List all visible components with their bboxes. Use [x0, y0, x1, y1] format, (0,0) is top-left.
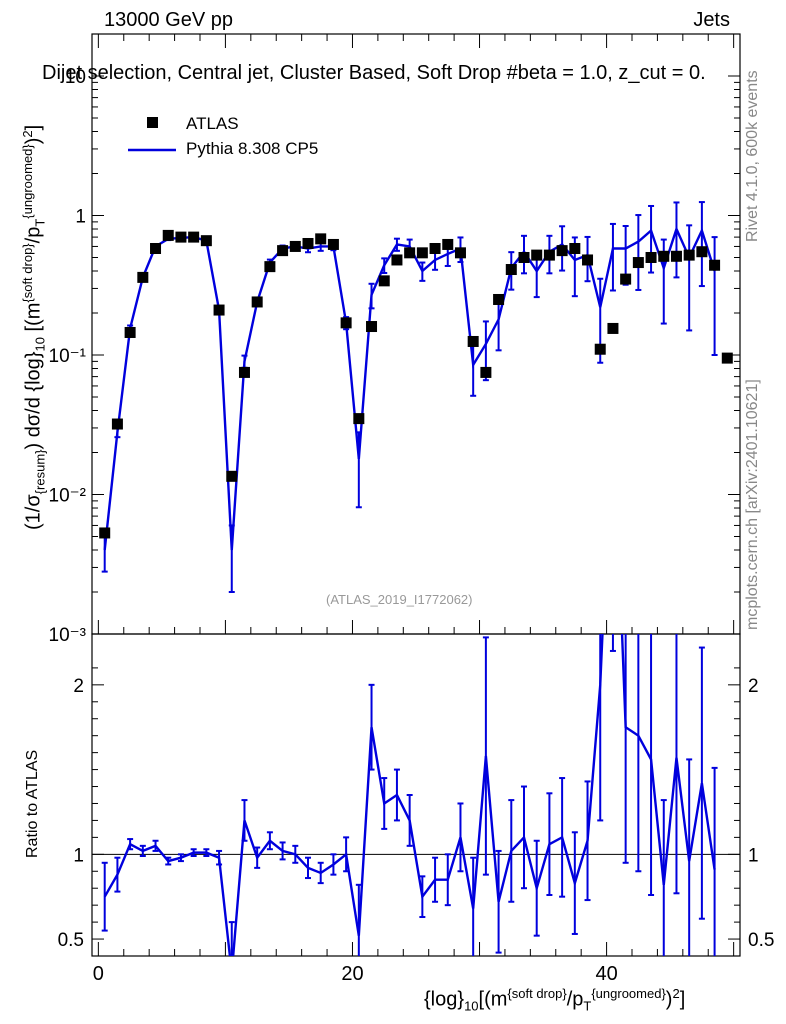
- data-point: [416, 247, 428, 259]
- x-tick-label: 0: [93, 963, 104, 985]
- selection-title: Dijet selection, Central jet, Cluster Ba…: [42, 62, 706, 84]
- data-point: [607, 322, 619, 334]
- main-y-axis-title: (1/σ{resum}) dσ/d {log}10 [(m{soft drop}…: [20, 124, 48, 530]
- data-point: [188, 231, 200, 243]
- data-point: [327, 238, 339, 250]
- analysis-id-label: (ATLAS_2019_I1772062): [326, 592, 473, 607]
- ratio-series-line: [103, 634, 716, 956]
- data-point: [99, 527, 111, 539]
- main-y-tick-label: 10⁻²: [49, 485, 87, 506]
- data-point: [632, 257, 644, 269]
- data-point: [645, 251, 657, 263]
- data-point: [518, 251, 530, 263]
- data-point: [391, 254, 403, 266]
- ratio-y-tick-label-right: 0.5: [748, 930, 774, 951]
- data-point: [543, 249, 555, 261]
- ratio-y-tick-label: 2: [73, 676, 84, 697]
- ratio-plot-frame: [91, 633, 741, 957]
- data-point: [670, 250, 682, 262]
- header-energy: 13000 GeV pp: [104, 9, 233, 31]
- data-point: [556, 245, 568, 257]
- data-point: [505, 264, 517, 276]
- data-point: [315, 233, 327, 245]
- data-point: [429, 242, 441, 254]
- data-point: [467, 335, 479, 347]
- legend-data-label: ATLAS: [186, 114, 239, 133]
- data-point: [404, 247, 416, 259]
- data-point: [594, 343, 606, 355]
- data-point: [111, 418, 123, 430]
- data-point: [454, 247, 466, 259]
- data-point: [226, 470, 238, 482]
- data-point: [378, 275, 390, 287]
- legend-data-marker: [147, 117, 158, 128]
- data-point: [353, 413, 365, 425]
- ratio-y-tick-label: 1: [73, 845, 84, 866]
- header-jets: Jets: [693, 9, 730, 31]
- data-point: [480, 366, 492, 378]
- data-point: [442, 238, 454, 250]
- data-point: [721, 352, 733, 364]
- data-point: [289, 240, 301, 252]
- data-point: [200, 235, 212, 247]
- data-point: [531, 249, 543, 261]
- data-point: [238, 366, 250, 378]
- ratio-y-tick-label: 0.5: [58, 930, 84, 951]
- data-point: [302, 237, 314, 249]
- main-y-tick-label: 10: [65, 67, 86, 88]
- data-point: [683, 249, 695, 261]
- data-point: [582, 254, 594, 266]
- side-rivet-label: Rivet 4.1.0, 600k events: [744, 70, 761, 242]
- main-y-tick-label: 1: [75, 206, 86, 227]
- side-mcplots-label: mcplots.cern.ch [arXiv:2401.10621]: [744, 379, 761, 630]
- data-point: [277, 245, 289, 257]
- x-tick-label: 20: [341, 963, 363, 985]
- data-point: [658, 250, 670, 262]
- data-point: [175, 231, 187, 243]
- data-point: [493, 293, 505, 305]
- data-point: [264, 261, 276, 273]
- x-tick-label: 40: [595, 963, 617, 985]
- legend-mc-label: Pythia 8.308 CP5: [186, 139, 319, 158]
- data-point: [213, 304, 225, 316]
- data-point: [137, 271, 149, 283]
- ratio-y-axis-title: Ratio to ATLAS: [24, 749, 41, 858]
- ratio-y-tick-label-right: 2: [748, 676, 759, 697]
- data-point: [366, 321, 378, 333]
- data-point: [709, 259, 721, 271]
- data-point: [696, 246, 708, 258]
- data-point: [620, 273, 632, 285]
- data-point: [569, 242, 581, 254]
- ratio-y-tick-label-right: 1: [748, 845, 759, 866]
- data-point: [150, 242, 162, 254]
- data-point: [251, 296, 263, 308]
- data-point: [162, 229, 174, 241]
- main-y-tick-label: 10⁻³: [49, 625, 87, 646]
- x-axis-title: {log}10[(m{soft drop}/pT{ungroomed})2]: [424, 986, 686, 1014]
- data-point: [340, 317, 352, 329]
- main-y-tick-label: 10⁻¹: [49, 346, 87, 367]
- data-point: [124, 326, 136, 338]
